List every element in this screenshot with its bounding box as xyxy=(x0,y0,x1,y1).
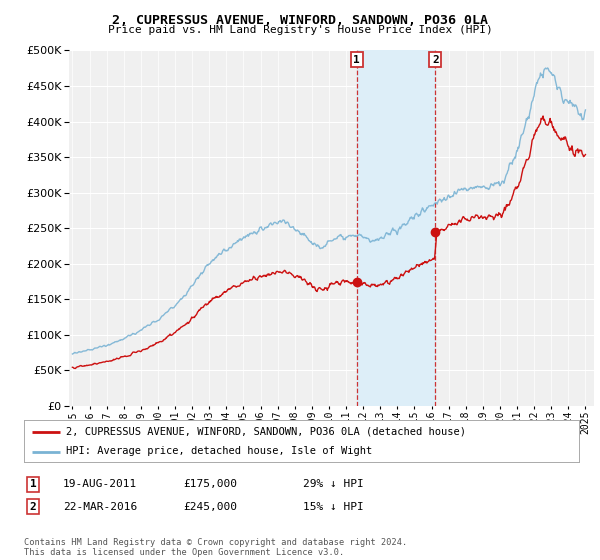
Text: 1: 1 xyxy=(29,479,37,489)
Text: 29% ↓ HPI: 29% ↓ HPI xyxy=(303,479,364,489)
Bar xyxy=(357,50,436,406)
Text: 2, CUPRESSUS AVENUE, WINFORD, SANDOWN, PO36 0LA: 2, CUPRESSUS AVENUE, WINFORD, SANDOWN, P… xyxy=(112,14,488,27)
Text: Price paid vs. HM Land Registry's House Price Index (HPI): Price paid vs. HM Land Registry's House … xyxy=(107,25,493,35)
Text: 19-AUG-2011: 19-AUG-2011 xyxy=(63,479,137,489)
Text: HPI: Average price, detached house, Isle of Wight: HPI: Average price, detached house, Isle… xyxy=(65,446,372,456)
Text: 1: 1 xyxy=(353,55,360,64)
Text: Contains HM Land Registry data © Crown copyright and database right 2024.
This d: Contains HM Land Registry data © Crown c… xyxy=(24,538,407,557)
Text: 22-MAR-2016: 22-MAR-2016 xyxy=(63,502,137,512)
Text: 2: 2 xyxy=(29,502,37,512)
Text: £175,000: £175,000 xyxy=(183,479,237,489)
Text: 2: 2 xyxy=(432,55,439,64)
Text: 2, CUPRESSUS AVENUE, WINFORD, SANDOWN, PO36 0LA (detached house): 2, CUPRESSUS AVENUE, WINFORD, SANDOWN, P… xyxy=(65,427,466,437)
Text: £245,000: £245,000 xyxy=(183,502,237,512)
Text: 15% ↓ HPI: 15% ↓ HPI xyxy=(303,502,364,512)
